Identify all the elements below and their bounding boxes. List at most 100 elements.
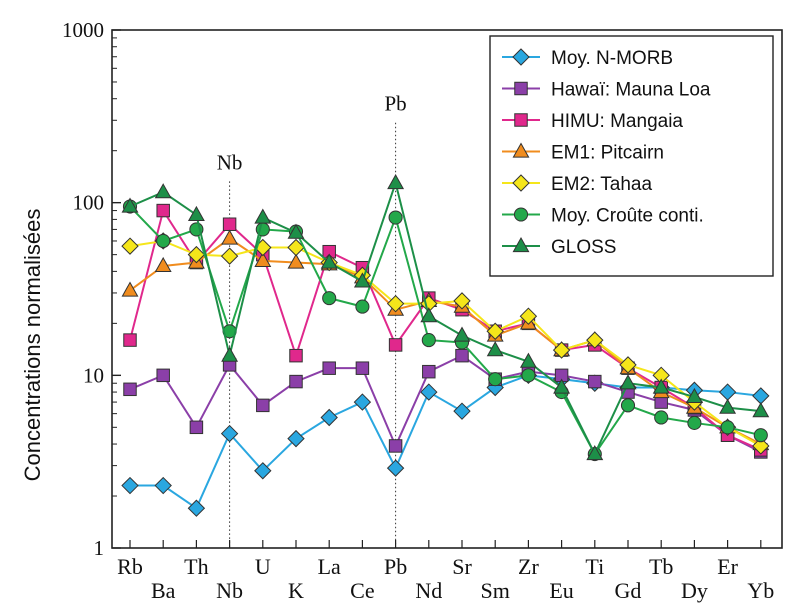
data-point [154, 256, 172, 273]
x-tick-label: U [255, 554, 271, 579]
data-point [287, 223, 305, 239]
legend-label: EM1: Pitcairn [551, 143, 664, 164]
annotation-label: Pb [385, 92, 407, 116]
data-point [353, 393, 372, 411]
x-tick-label: Ti [585, 554, 604, 579]
legend-marker [513, 207, 529, 222]
plot-frame [111, 29, 783, 549]
x-tick-label: Ba [151, 578, 176, 603]
data-point [752, 402, 770, 418]
data-point [553, 378, 571, 394]
data-point [154, 183, 172, 199]
axes: 1 10 100 1000 Rb Ba Th Nb UK La Ce Pb Nd Sr Sm Zr Eu Ti Gd… [62, 18, 774, 603]
data-point [254, 208, 272, 224]
data-point [123, 382, 137, 397]
data-point [453, 326, 471, 342]
data-point [685, 387, 703, 404]
data-point [753, 428, 768, 443]
x-tick-label: Tb [649, 554, 673, 579]
x-tick-label: Th [184, 554, 208, 579]
data-point [486, 341, 504, 357]
data-point [388, 439, 403, 453]
data-point [289, 374, 303, 389]
data-point [320, 408, 338, 427]
x-tick-label: Yb [747, 578, 774, 603]
data-point [654, 410, 669, 425]
data-point [386, 459, 405, 477]
data-point [121, 237, 139, 255]
x-tick-label: Sm [481, 578, 510, 603]
data-point [519, 307, 538, 325]
legend-item: HIMU: Mangaia [502, 111, 683, 132]
legend-item: Hawaï: Mauna Loa [502, 80, 711, 101]
data-point [619, 356, 637, 374]
data-point [121, 281, 139, 297]
data-point [420, 383, 438, 401]
annotation-lines: Nb Pb [217, 92, 407, 548]
x-tick-label: Rb [117, 554, 143, 579]
data-point [187, 499, 206, 517]
data-point [156, 368, 170, 383]
y-tick-label: 1000 [62, 18, 104, 42]
data-point [752, 387, 770, 405]
data-point [422, 364, 436, 379]
data-point [453, 292, 471, 310]
legend-label: HIMU: Mangaia [551, 111, 683, 132]
x-tick-label: Ce [350, 578, 374, 603]
data-point [752, 437, 770, 455]
data-point [156, 203, 170, 218]
series-1 [123, 348, 768, 459]
series-6 [121, 173, 770, 461]
series-line [129, 179, 761, 457]
data-point [322, 291, 337, 306]
data-point [254, 462, 272, 480]
data-point [320, 253, 338, 269]
data-point [719, 398, 737, 414]
legend-marker [514, 81, 528, 96]
data-point [322, 361, 336, 375]
y-tick-label: 100 [73, 191, 105, 215]
data-point [586, 331, 604, 349]
x-tick-label: Dy [681, 578, 708, 603]
data-point [187, 245, 206, 264]
data-point [256, 398, 270, 413]
data-point [387, 173, 405, 190]
legend-box [489, 35, 774, 277]
x-tick-label: Er [717, 554, 738, 579]
data-point [620, 398, 636, 413]
data-point [388, 338, 403, 352]
legend-marker [512, 142, 530, 158]
legend-item: EM1: Pitcairn [502, 142, 664, 164]
data-point [254, 251, 272, 267]
data-point [386, 294, 405, 313]
legend-label: Moy. N-MORB [551, 48, 673, 69]
legend-item: Moy. N-MORB [502, 48, 673, 69]
x-tick-label: Pb [384, 554, 407, 579]
x-tick-label: Zr [518, 554, 539, 579]
legend: Moy. N-MORB Hawaï: Mauna Loa HIMU: Mangaia… [489, 35, 774, 277]
legend-item: Moy. Croûte conti. [502, 206, 704, 227]
data-point [187, 205, 205, 221]
x-tick-label: Eu [549, 578, 573, 603]
data-point [355, 361, 370, 375]
plot-area-frame [111, 29, 783, 549]
data-point [121, 476, 139, 495]
x-tick-label: K [288, 578, 304, 603]
legend-label: EM2: Tahaa [551, 174, 652, 195]
series-layer [121, 173, 770, 517]
annotation-label: Nb [217, 150, 243, 174]
y-tick-label: 1 [94, 536, 105, 560]
data-point [420, 307, 438, 323]
data-point [289, 348, 303, 363]
data-point [287, 429, 305, 448]
data-point [287, 238, 305, 257]
data-point [421, 333, 436, 348]
data-point [220, 247, 239, 265]
data-point [121, 197, 139, 213]
data-point [287, 253, 305, 269]
x-tick-label: Nb [216, 578, 243, 603]
data-point [619, 374, 637, 390]
x-tick-label: Nd [415, 578, 442, 603]
y-tick-label: 10 [83, 363, 104, 387]
data-point [453, 402, 471, 420]
